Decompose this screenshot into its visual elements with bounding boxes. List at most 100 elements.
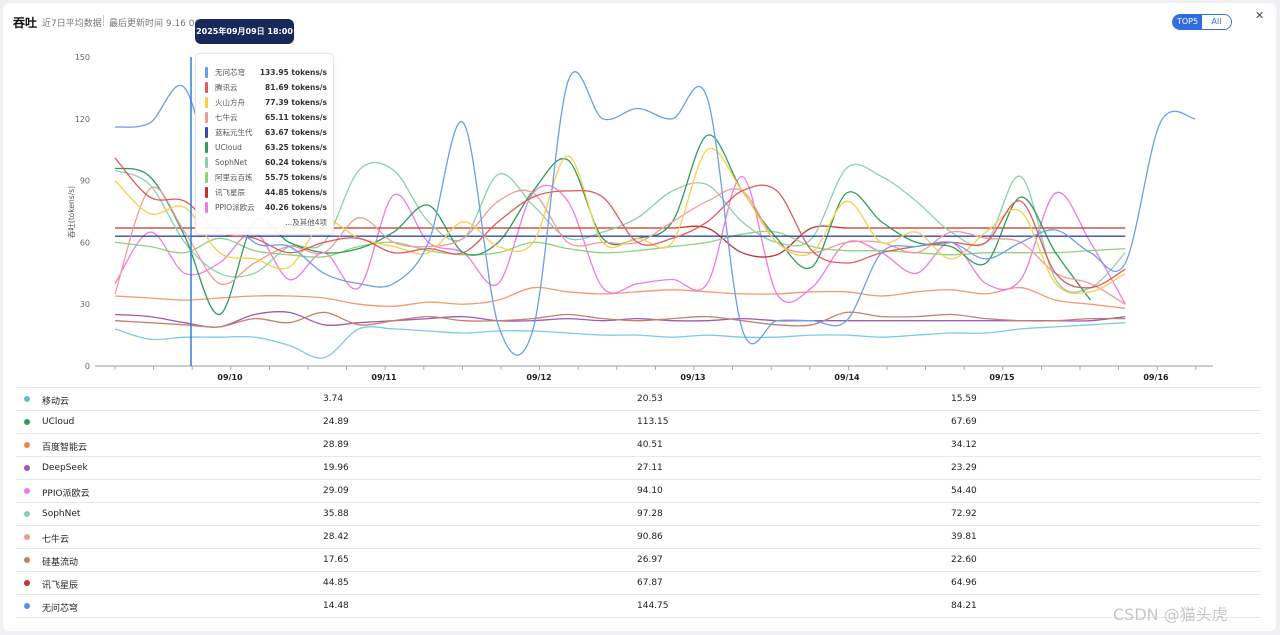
avg-value: 23.29 [951, 463, 977, 473]
provider-name: 硅基流动 [42, 558, 79, 568]
legend-dot [24, 419, 30, 425]
last-updated: 最后更新时间 9.16 06:0 [109, 19, 209, 29]
y-tick-label: 120 [75, 115, 90, 124]
provider-name: 百度智能云 [42, 443, 88, 453]
tooltip-row: SophNet 60.24 tokens/s [205, 156, 327, 169]
min-value: 3.74 [323, 394, 344, 404]
series-line [114, 286, 1126, 309]
all-button[interactable]: All [1202, 15, 1231, 29]
legend-dot [24, 465, 30, 471]
tooltip-row: 讯飞星辰 44.85 tokens/s [205, 186, 327, 199]
x-tick-label: 09/15 [989, 373, 1015, 382]
tooltip-series-name: 阿里云百炼 [215, 173, 253, 182]
x-tick-label: 09/12 [526, 373, 551, 382]
series-line [114, 311, 1126, 328]
min-value: 24.89 [323, 417, 349, 427]
max-value: 20.53 [637, 394, 663, 404]
tooltip-series-name: 火山方舟 [215, 98, 245, 107]
max-value: 27.11 [637, 463, 663, 473]
series-line [114, 147, 1126, 295]
table-row: SophNet 35.88 97.28 72.92 [16, 503, 1261, 526]
avg-value: 15.59 [951, 394, 977, 404]
min-value: 44.85 [323, 578, 349, 588]
max-value: 40.51 [637, 440, 663, 450]
provider-name: 无问芯穹 [42, 604, 79, 614]
table-row: 移动云 3.74 20.53 15.59 [16, 388, 1261, 411]
y-tick-label: 150 [75, 53, 90, 62]
legend-dot [24, 557, 30, 563]
tooltip-series-name: SophNet [215, 158, 248, 167]
provider-name: DeepSeek [42, 463, 88, 473]
avg-value: 54.40 [951, 486, 977, 496]
series-color-swatch [205, 67, 208, 78]
max-value: 90.86 [637, 532, 663, 542]
tooltip-series-value: 40.26 tokens/s [265, 203, 327, 212]
tooltip-row: 蓝耘元生代 63.67 tokens/s [205, 126, 327, 139]
provider-name: 讯飞星辰 [42, 581, 79, 591]
legend-dot [24, 580, 30, 586]
table-row: 无问芯穹 14.48 144.75 84.21 [16, 595, 1261, 618]
min-value: 17.65 [323, 555, 349, 565]
max-value: 97.28 [637, 509, 663, 519]
throughput-chart[interactable]: 0 30 60 90 120 150 吞吐(tokens/s) 09/10 09/11 09/12… [0, 0, 1280, 385]
x-tick-label: 09/11 [371, 373, 397, 382]
tooltip-series-value: 77.39 tokens/s [265, 98, 327, 107]
x-tick-label: 09/10 [217, 373, 243, 382]
y-tick-label: 90 [80, 177, 90, 186]
tooltip-series-name: 无问芯穹 [215, 68, 245, 77]
avg-value: 22.60 [951, 555, 977, 565]
legend-dot [24, 442, 30, 448]
provider-name: SophNet [42, 509, 81, 519]
min-value: 28.42 [323, 532, 349, 542]
summary-table: 移动云 3.74 20.53 15.59 UCloud 24.89 113.15 67.69 百… [16, 387, 1261, 618]
table-row: PPIO派欧云 29.09 94.10 54.40 [16, 480, 1261, 503]
legend-dot [24, 396, 30, 402]
tooltip-series-name: 腾讯云 [215, 83, 238, 92]
series-line [114, 322, 1126, 359]
min-value: 29.09 [323, 486, 349, 496]
series-line [114, 230, 1126, 258]
max-value: 26.97 [637, 555, 663, 565]
tooltip-series-value: 63.25 tokens/s [265, 143, 327, 152]
avg-value: 84.21 [951, 601, 977, 611]
series-color-swatch [205, 112, 208, 123]
series-color-swatch [205, 187, 208, 198]
period-label: 近7日平均数据 [42, 19, 102, 29]
tooltip-row: 阿里云百炼 55.75 tokens/s [205, 171, 327, 184]
tooltip-series-name: PPIO派欧云 [215, 203, 255, 212]
x-tick-label: 09/14 [834, 373, 860, 382]
top-toggle: TOP5 All [1172, 14, 1232, 30]
max-value: 113.15 [637, 417, 669, 427]
tooltip-row: 腾讯云 81.69 tokens/s [205, 81, 327, 94]
tooltip-series-value: 60.24 tokens/s [265, 158, 327, 167]
legend-dot [24, 511, 30, 517]
min-value: 28.89 [323, 440, 349, 450]
provider-name: 移动云 [42, 397, 70, 407]
series-color-swatch [205, 97, 208, 108]
avg-value: 67.69 [951, 417, 977, 427]
top5-button[interactable]: TOP5 [1173, 15, 1202, 29]
tooltip-series-name: 蓝耘元生代 [215, 128, 253, 137]
x-tick-label: 09/16 [1143, 373, 1169, 382]
close-icon[interactable]: ✕ [1255, 9, 1265, 22]
series-line [114, 157, 1126, 289]
min-value: 35.88 [323, 509, 349, 519]
provider-name: 七牛云 [42, 535, 70, 545]
tooltip-row: 火山方舟 77.39 tokens/s [205, 96, 327, 109]
series-color-swatch [205, 142, 208, 153]
series-line [114, 186, 1126, 305]
tooltip-row: 无问芯穹 133.95 tokens/s [205, 66, 327, 79]
table-row: 讯飞星辰 44.85 67.87 64.96 [16, 572, 1261, 595]
x-tick-label: 09/13 [680, 373, 705, 382]
watermark: CSDN @猫头虎 [1113, 605, 1228, 624]
legend-dot [24, 534, 30, 540]
series-color-swatch [205, 202, 208, 213]
y-tick-label: 0 [85, 362, 90, 371]
series-color-swatch [205, 172, 208, 183]
tooltip-series-value: 65.11 tokens/s [265, 113, 327, 122]
tooltip-more: ...及其他4项 [285, 218, 327, 227]
avg-value: 39.81 [951, 532, 977, 542]
provider-name: UCloud [42, 417, 75, 427]
series-color-swatch [205, 157, 208, 168]
table-row: UCloud 24.89 113.15 67.69 [16, 411, 1261, 434]
